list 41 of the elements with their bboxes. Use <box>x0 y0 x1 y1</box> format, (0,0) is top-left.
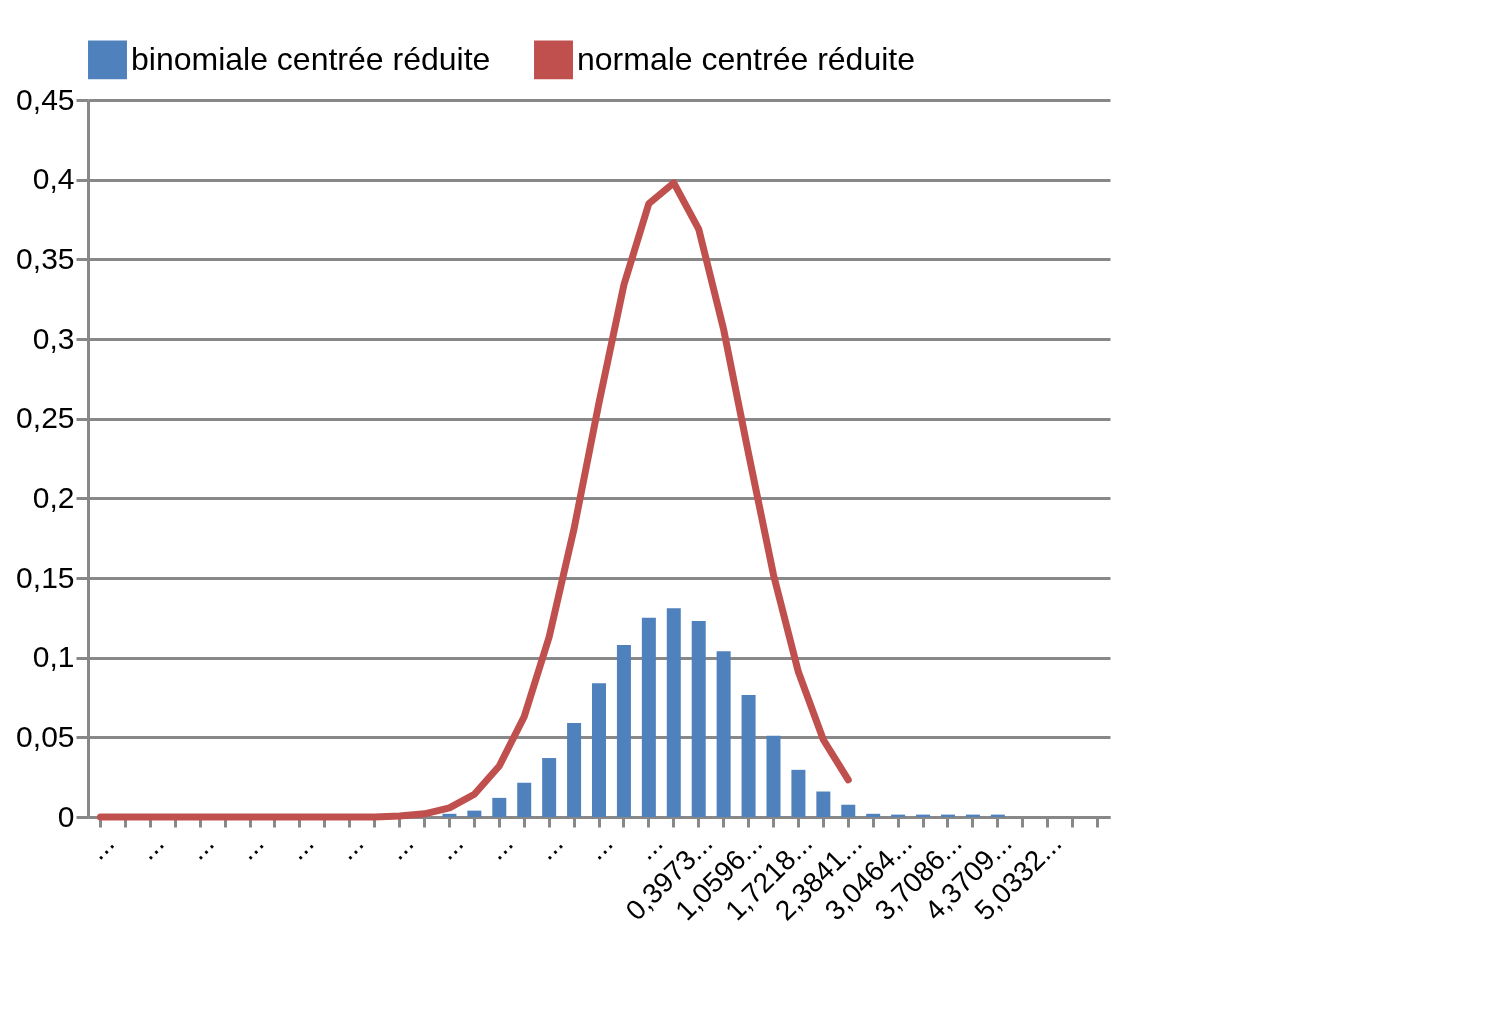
x-tick-label: ... <box>131 827 171 866</box>
bar <box>866 813 881 817</box>
bar <box>691 621 706 817</box>
bar <box>841 804 856 817</box>
x-tick-label: ... <box>231 827 270 866</box>
x-tick-label: ... <box>181 827 220 866</box>
y-tick-label: 0,1 <box>32 640 75 674</box>
x-tick-label: ... <box>331 827 370 866</box>
bar <box>592 683 606 817</box>
x-tick-label: ... <box>530 827 569 866</box>
legend-label: binomiale centrée réduite <box>131 40 491 77</box>
y-tick-label: 0,3 <box>32 321 75 355</box>
bar <box>542 758 557 817</box>
y-tick-label: 0,4 <box>32 162 75 196</box>
y-tick-label: 0,2 <box>32 480 75 514</box>
bar <box>442 813 457 817</box>
bar <box>666 608 681 817</box>
y-tick-label: 0,15 <box>16 560 75 594</box>
y-tick-label: 0,45 <box>16 82 75 116</box>
bar <box>641 617 656 817</box>
bar <box>616 644 631 817</box>
bar <box>567 722 582 817</box>
y-tick-label: 0,25 <box>16 401 75 435</box>
x-tick-label: ... <box>281 827 320 866</box>
x-tick-label: ... <box>580 827 619 866</box>
bar <box>716 651 731 817</box>
bar <box>791 769 806 817</box>
bar <box>517 782 532 817</box>
legend-label: normale centrée réduite <box>577 40 915 77</box>
y-tick-label: 0 <box>57 799 75 833</box>
x-tick-label: ... <box>480 827 520 866</box>
bar <box>766 735 781 817</box>
x-tick-label: ... <box>380 827 420 866</box>
x-tick-label: ... <box>81 827 121 866</box>
bar <box>816 791 831 817</box>
y-tick-label: 0,35 <box>16 241 75 275</box>
bar <box>467 810 482 817</box>
bar <box>741 695 756 817</box>
y-tick-label: 0,05 <box>16 719 75 753</box>
x-tick-label: ... <box>430 827 470 866</box>
bar <box>492 797 507 817</box>
